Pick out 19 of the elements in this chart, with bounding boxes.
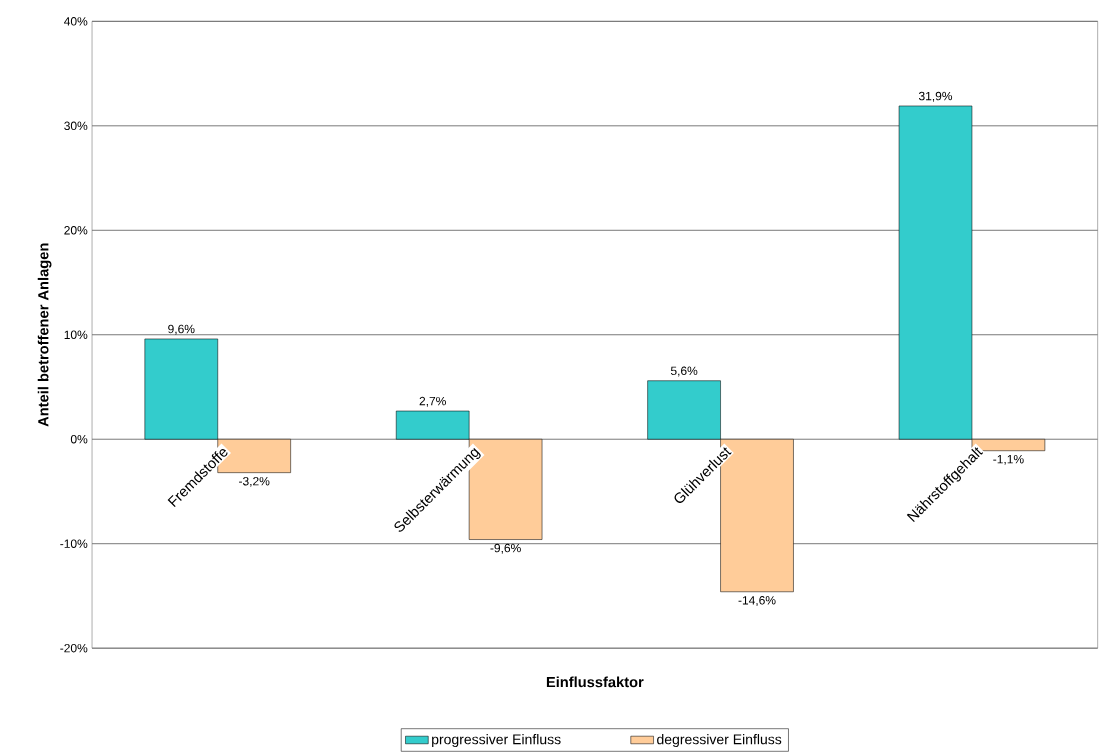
y-tick-label: 30% — [64, 121, 88, 131]
data-label: 31,9% — [918, 91, 953, 102]
legend-label: degressiver Einfluss — [657, 734, 782, 748]
data-label: -9,6% — [490, 544, 521, 554]
y-tick-label: 10% — [64, 330, 88, 340]
data-label: 5,6% — [670, 366, 698, 377]
data-label: 9,6% — [168, 324, 195, 335]
y-axis-title: Anteil betroffener Anlagen — [37, 243, 52, 427]
y-tick-label: -20% — [60, 644, 88, 653]
data-label: -3,2% — [239, 477, 270, 488]
data-label: -1,1% — [993, 455, 1024, 466]
y-tick-label: -10% — [60, 539, 88, 549]
x-axis-title: Einflussfaktor — [546, 676, 644, 688]
data-label: 2,7% — [419, 397, 446, 407]
y-tick-label: 0% — [70, 435, 88, 444]
data-label: -14,6% — [738, 596, 776, 607]
y-tick-label: 20% — [64, 226, 88, 235]
y-tick-label: 40% — [64, 17, 88, 26]
legend-label: progressiver Einfluss — [432, 734, 561, 748]
